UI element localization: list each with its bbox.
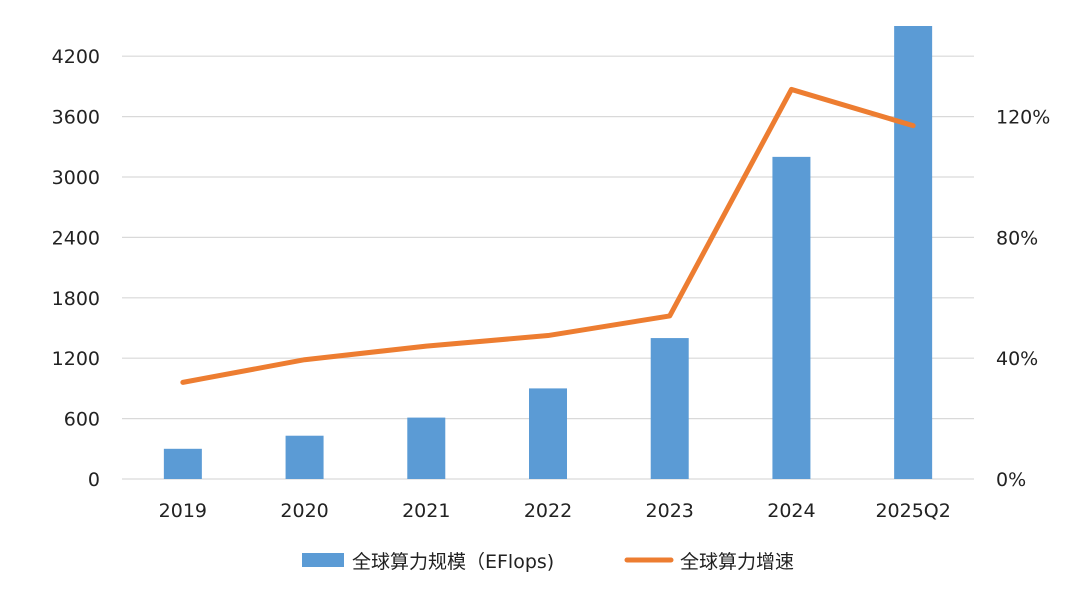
legend-bar-label: 全球算力规模（EFlops) [352,551,554,573]
legend: 全球算力规模（EFlops) 全球算力增速 [302,551,794,573]
left-tick-label: 600 [64,409,100,431]
left-tick-label: 2400 [52,227,100,249]
legend-line-label: 全球算力增速 [680,551,794,573]
legend-bar-swatch [302,553,344,567]
bar-series [163,26,933,479]
left-tick-label: 0 [88,469,100,491]
bar [407,417,446,479]
line-series [180,86,916,385]
x-tick-label: 2024 [767,500,815,522]
gridlines [122,55,974,480]
bar [163,448,202,479]
left-tick-label: 3000 [52,167,100,189]
bar [894,26,933,479]
right-tick-label: 0% [996,469,1026,491]
left-tick-label: 3600 [52,107,100,129]
x-tick-label: 2022 [524,500,572,522]
x-tick-label: 2021 [402,500,450,522]
left-tick-label: 1800 [52,288,100,310]
right-tick-label: 80% [996,227,1038,249]
bar [529,388,567,479]
right-axis: 0% 40% 80% 120% [996,107,1050,491]
bar [650,338,689,479]
x-tick-label: 2023 [646,500,694,522]
x-tick-label: 2025Q2 [875,500,950,522]
left-tick-label: 1200 [52,348,100,370]
bar [285,435,324,479]
x-axis: 2019 2020 2021 2022 2023 2024 2025Q2 [159,500,951,522]
right-tick-label: 120% [996,107,1050,129]
x-tick-label: 2019 [159,500,207,522]
growth-line [180,86,916,385]
right-tick-label: 40% [996,348,1038,370]
bar [772,156,811,479]
left-axis: 0 600 1200 1800 2400 3000 3600 4200 [52,46,100,491]
x-tick-label: 2020 [280,500,328,522]
left-tick-label: 4200 [52,46,100,68]
